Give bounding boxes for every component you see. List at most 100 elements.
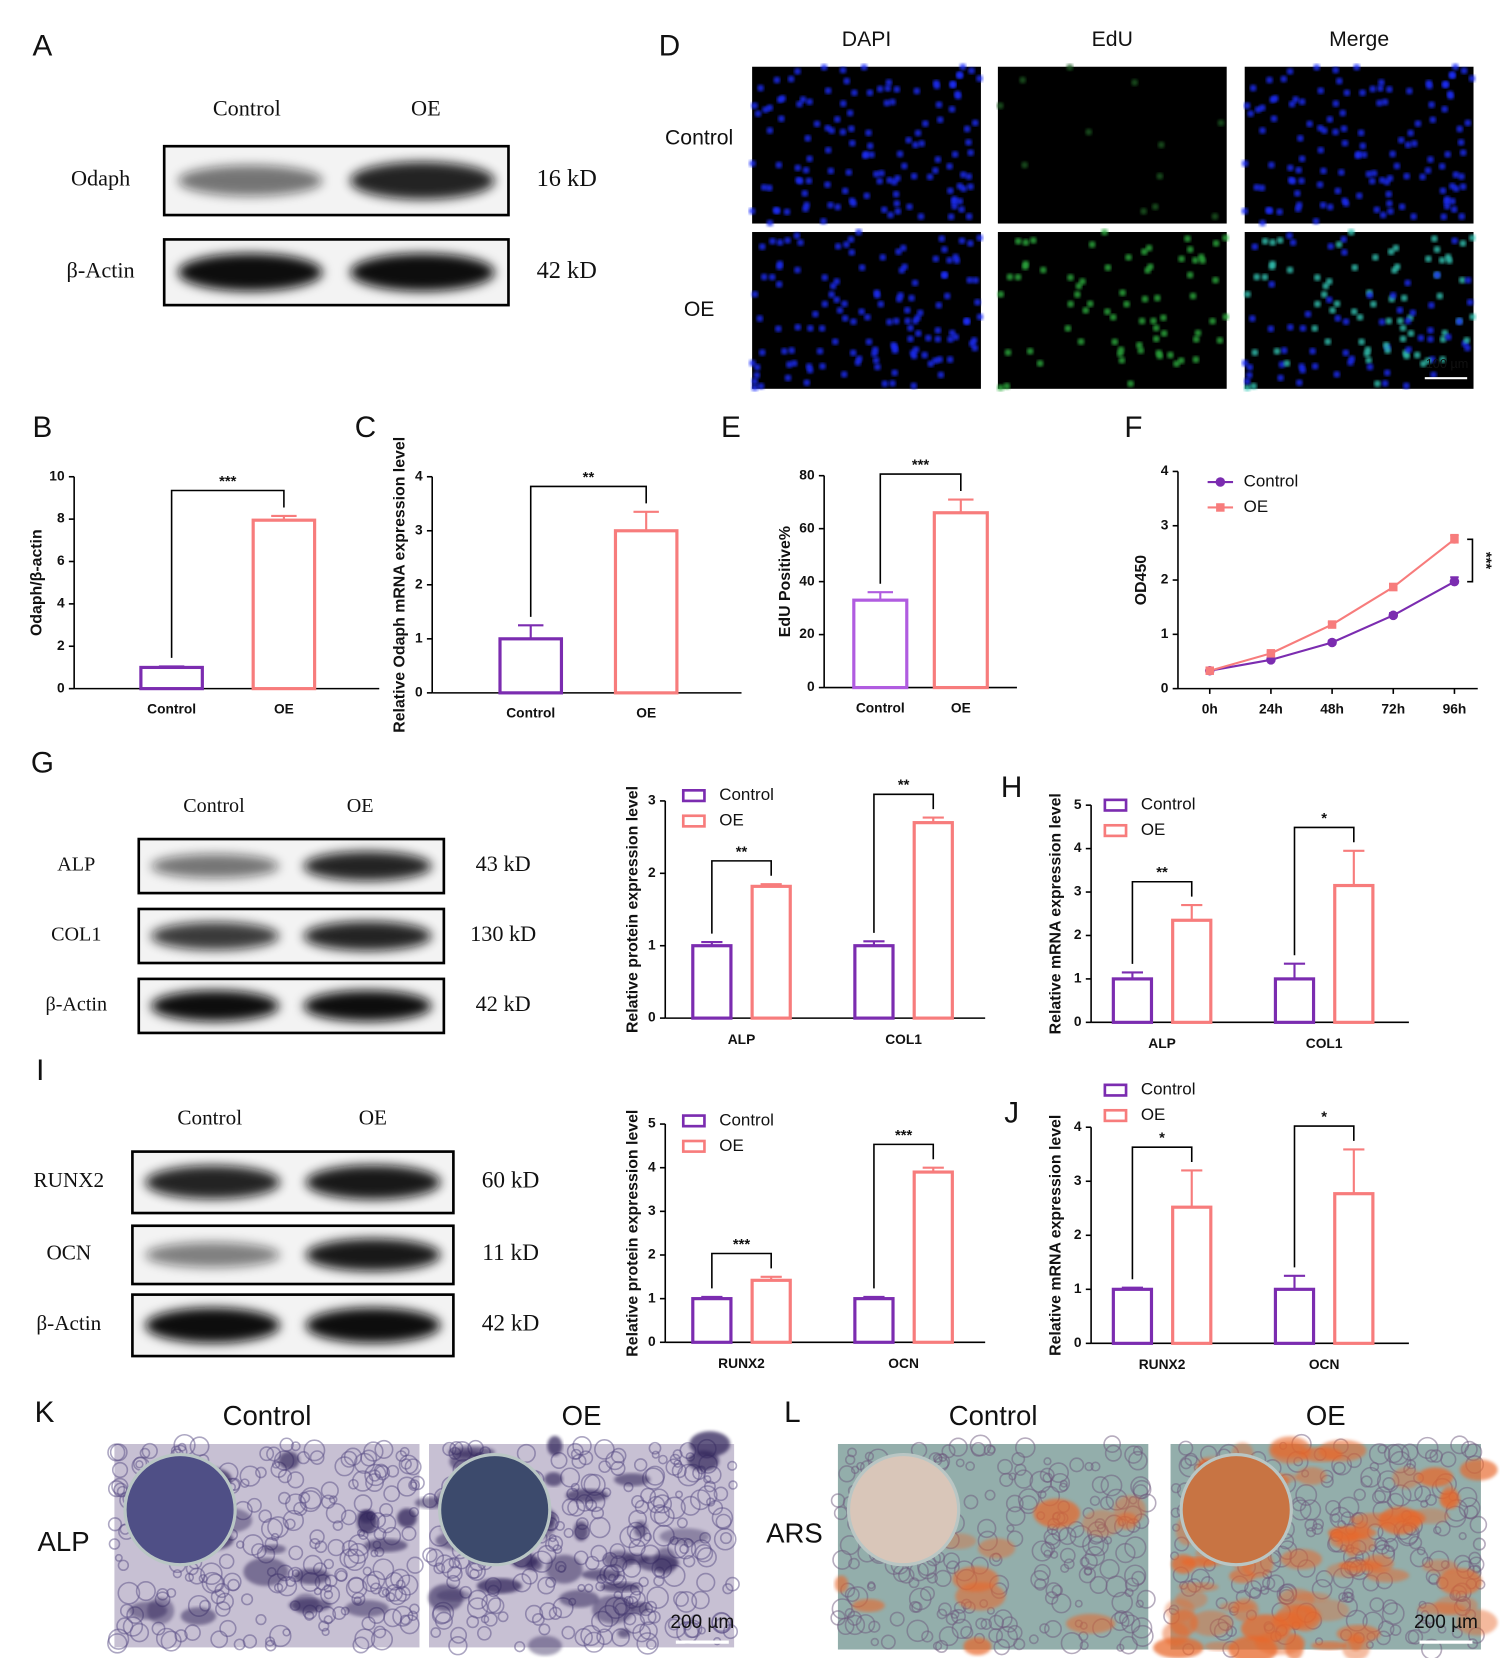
- significance-label: **: [898, 778, 910, 794]
- cell: [864, 313, 871, 321]
- significance-label: ***: [912, 458, 930, 474]
- stain-cell: [345, 1577, 368, 1599]
- stain-cell: [1124, 1445, 1143, 1464]
- significance-bracket: [873, 1143, 935, 1289]
- stain-cell: [1124, 1536, 1147, 1559]
- stain-cell: [1170, 1483, 1182, 1494]
- cell: [1333, 300, 1341, 308]
- x-tick-label: COL1: [885, 1032, 922, 1047]
- cell: [926, 173, 934, 181]
- stain-cell: [107, 1480, 126, 1498]
- cell: [1355, 192, 1363, 200]
- cell: [1381, 379, 1389, 387]
- stain-cell: [636, 1632, 659, 1655]
- image-row-label: OE: [684, 298, 715, 321]
- cell: [753, 363, 761, 371]
- cell: [1150, 317, 1157, 325]
- stain-cell: [945, 1612, 959, 1626]
- stain-cell: [999, 1472, 1014, 1487]
- stain-cell: [422, 1547, 438, 1563]
- blot-band: [303, 921, 432, 951]
- cell: [934, 156, 942, 163]
- stain-cell: [200, 1562, 223, 1586]
- cell: [1151, 203, 1159, 211]
- stain-deposit: [1327, 1525, 1377, 1540]
- stain-cell: [537, 1544, 557, 1565]
- stain-cell: [1369, 1597, 1385, 1613]
- stain-cell: [340, 1450, 358, 1468]
- stain-deposit: [527, 1635, 562, 1656]
- cell: [899, 244, 907, 252]
- cell: [1414, 120, 1422, 127]
- blot-size: 16 kD: [537, 165, 597, 192]
- point: [1205, 666, 1214, 675]
- cell: [827, 167, 835, 175]
- cell: [1365, 170, 1373, 178]
- stain-cell: [847, 1447, 857, 1458]
- cell: [1320, 291, 1328, 298]
- cell: [932, 255, 940, 263]
- cell: [1433, 271, 1441, 279]
- stain-cell: [314, 1540, 328, 1554]
- cell: [1370, 300, 1377, 308]
- x-tick-label: ALP: [728, 1032, 756, 1047]
- stain-deposit: [1189, 1610, 1233, 1637]
- cell: [848, 139, 856, 147]
- cell: [1428, 101, 1435, 109]
- cell: [894, 207, 902, 215]
- cell: [1109, 313, 1117, 321]
- stain-cell: [1103, 1435, 1122, 1453]
- cell: [774, 325, 782, 333]
- stain-cell: [544, 1537, 560, 1552]
- cell: [1312, 217, 1320, 225]
- blot-size: 42 kD: [482, 1311, 540, 1337]
- cell: [845, 168, 853, 176]
- cell: [1119, 289, 1126, 297]
- stain-cell: [725, 1576, 740, 1592]
- stain-cell: [651, 1450, 660, 1459]
- stain-cell: [531, 1613, 545, 1626]
- cell: [1356, 313, 1364, 321]
- stain-cell: [406, 1556, 424, 1574]
- cell: [850, 318, 857, 326]
- cell: [1340, 125, 1348, 133]
- stain-cell: [264, 1639, 277, 1652]
- stain-cell: [141, 1442, 158, 1460]
- cell: [1293, 189, 1301, 197]
- y-tick-label: 3: [415, 522, 423, 537]
- cell: [891, 369, 899, 377]
- cell: [1363, 350, 1371, 358]
- stain-cell: [1305, 1527, 1317, 1538]
- stain-cell: [1111, 1591, 1133, 1614]
- panel-label: B: [32, 411, 52, 444]
- stain-deposit: [1350, 1513, 1401, 1528]
- stain-cell: [321, 1627, 330, 1637]
- stain-deposit: [1181, 1557, 1217, 1568]
- stain-cell: [677, 1463, 700, 1487]
- cell: [893, 200, 901, 207]
- stain-cell: [313, 1587, 322, 1596]
- cell: [1111, 338, 1119, 346]
- stain-deposit: [1280, 1549, 1323, 1570]
- stain-cell: [633, 1458, 648, 1472]
- cell: [1270, 115, 1278, 123]
- stain-cell: [1089, 1495, 1101, 1507]
- stain-cell: [696, 1572, 716, 1593]
- stain-cell: [1368, 1443, 1391, 1465]
- stain-cell: [1407, 1629, 1424, 1645]
- stain-cell: [1084, 1461, 1094, 1472]
- stain-deposit: [834, 1575, 849, 1593]
- cell: [956, 197, 964, 205]
- cell: [936, 116, 944, 124]
- blot-header: Control: [213, 95, 281, 120]
- stain-cell: [663, 1496, 686, 1520]
- stain-cell: [646, 1586, 669, 1609]
- cell: [941, 246, 948, 253]
- cell: [751, 377, 759, 385]
- cell: [1342, 318, 1350, 326]
- cell: [866, 142, 874, 150]
- stain-cell: [675, 1590, 698, 1613]
- cell: [858, 308, 866, 316]
- cell: [1217, 119, 1225, 127]
- significance-label: ***: [895, 1128, 913, 1144]
